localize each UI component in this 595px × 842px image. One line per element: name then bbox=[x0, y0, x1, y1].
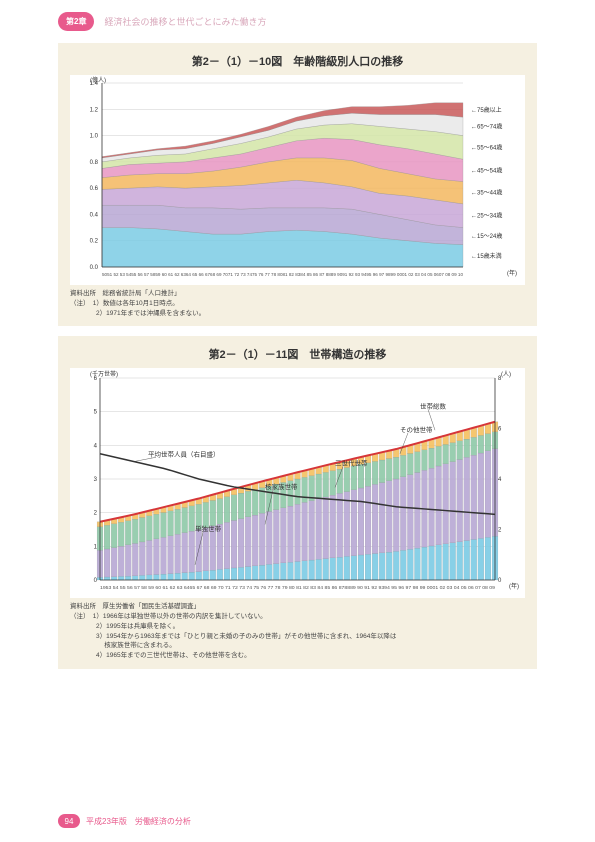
svg-text:三世代世帯: 三世代世帯 bbox=[335, 459, 368, 468]
svg-text:←55～64歳: ←55～64歳 bbox=[471, 143, 502, 151]
chart2-source: 資料出所 厚生労働省「国民生活基礎調査」 （注） 1）1966年は単独世帯以外の… bbox=[70, 602, 525, 661]
svg-text:←15歳未満: ←15歳未満 bbox=[471, 252, 502, 260]
svg-text:0.6: 0.6 bbox=[90, 186, 99, 192]
svg-text:1953 54 55 56 57 58 59 60 61 6: 1953 54 55 56 57 58 59 60 61 62 63 6465 … bbox=[100, 585, 496, 590]
chart1-panel: 第2－（1）－10図 年齢階級別人口の推移 0.0 0.2 0.4 0.6 0.8 1.0… bbox=[58, 43, 537, 326]
page-footer: 94 平成23年版 労働経済の分析 bbox=[58, 814, 191, 828]
page-number: 94 bbox=[58, 814, 80, 828]
chart2-area: 012345602468(千万世帯)(人)(年)1953 54 55 56 57… bbox=[70, 368, 525, 598]
svg-text:単独世帯: 単独世帯 bbox=[195, 524, 222, 533]
svg-text:0.0: 0.0 bbox=[90, 265, 99, 271]
svg-text:1.0: 1.0 bbox=[90, 134, 99, 140]
svg-text:←65～74歳: ←65～74歳 bbox=[471, 122, 502, 130]
svg-text:2: 2 bbox=[498, 528, 502, 534]
svg-text:平均世帯人員（右目盛）: 平均世帯人員（右目盛） bbox=[148, 450, 220, 459]
svg-text:5: 5 bbox=[94, 410, 98, 416]
svg-text:5051 52 53 5455 56 57 5859 60: 5051 52 53 5455 56 57 5859 60 61 62 6364… bbox=[102, 272, 464, 277]
svg-text:←75歳以上: ←75歳以上 bbox=[471, 106, 502, 114]
svg-text:その他世帯: その他世帯 bbox=[400, 425, 433, 434]
svg-text:0.2: 0.2 bbox=[90, 239, 99, 245]
chart1-title: 第2－（1）－10図 年齢階級別人口の推移 bbox=[70, 53, 525, 69]
svg-text:(億人): (億人) bbox=[90, 76, 106, 84]
svg-text:(千万世帯): (千万世帯) bbox=[90, 370, 118, 378]
chart1-source: 資料出所 総務省統計局「人口推計」 （注） 1）数値は各年10月1日時点。 2）… bbox=[70, 289, 525, 318]
chart1-area: 0.00.20.40.60.81.01.21.4←15歳未満←15～24歳←25… bbox=[70, 75, 525, 285]
svg-text:←25～34歳: ←25～34歳 bbox=[471, 212, 502, 220]
chart2-title: 第2－（1）－11図 世帯構造の推移 bbox=[70, 346, 525, 362]
svg-text:(年): (年) bbox=[507, 269, 517, 277]
svg-text:←35～44歳: ←35～44歳 bbox=[471, 189, 502, 197]
chapter-badge: 第2章 bbox=[58, 12, 94, 31]
svg-text:6: 6 bbox=[498, 427, 502, 433]
svg-text:世帯総数: 世帯総数 bbox=[420, 402, 447, 411]
page-header: 第2章 経済社会の推移と世代ごとにみた働き方 bbox=[0, 0, 595, 39]
svg-text:核家族世帯: 核家族世帯 bbox=[265, 482, 298, 491]
footer-text: 平成23年版 労働経済の分析 bbox=[86, 816, 191, 827]
svg-text:2: 2 bbox=[94, 511, 98, 517]
chapter-title: 経済社会の推移と世代ごとにみた働き方 bbox=[104, 15, 266, 28]
svg-text:0.8: 0.8 bbox=[90, 160, 99, 166]
svg-text:←15～24歳: ←15～24歳 bbox=[471, 232, 502, 240]
svg-text:4: 4 bbox=[94, 444, 98, 450]
svg-text:←45～54歳: ←45～54歳 bbox=[471, 166, 502, 174]
svg-text:4: 4 bbox=[498, 477, 502, 483]
chart2-panel: 第2－（1）－11図 世帯構造の推移 012345602468(千万世帯)(人)… bbox=[58, 336, 537, 669]
svg-text:0: 0 bbox=[498, 578, 502, 584]
svg-text:(人): (人) bbox=[501, 371, 511, 378]
svg-text:(年): (年) bbox=[509, 582, 519, 590]
svg-text:1.2: 1.2 bbox=[90, 107, 99, 113]
svg-text:0.4: 0.4 bbox=[90, 212, 99, 218]
svg-text:3: 3 bbox=[94, 477, 98, 483]
